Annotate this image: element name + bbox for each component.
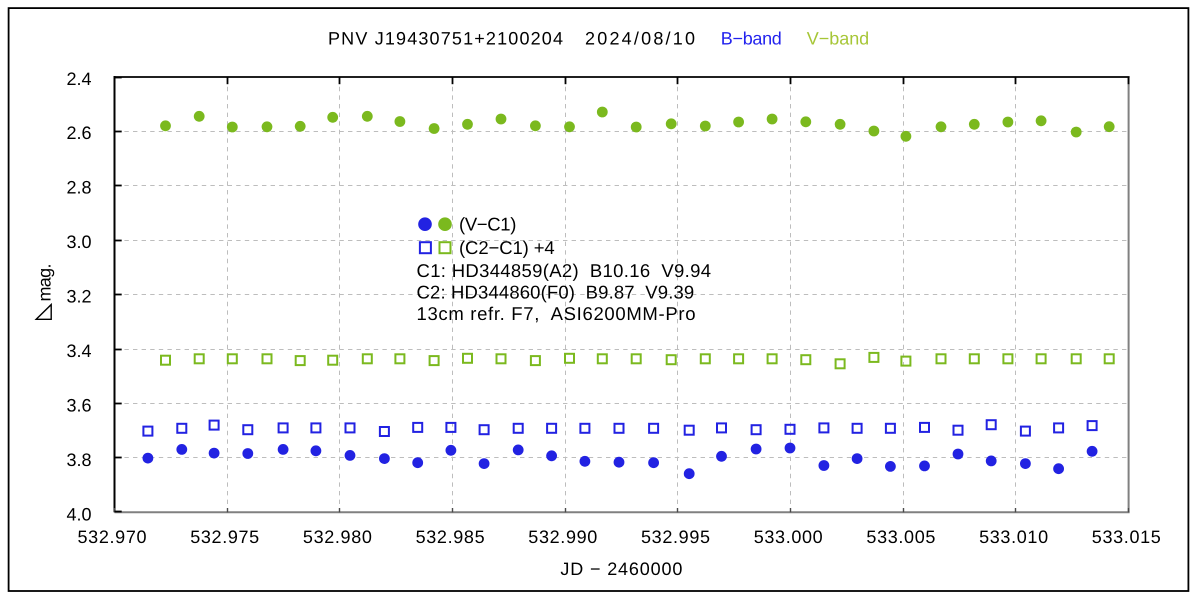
svg-text:JD − 2460000: JD − 2460000 bbox=[560, 559, 682, 579]
svg-text:532.990: 532.990 bbox=[528, 527, 597, 547]
svg-text:533.010: 533.010 bbox=[979, 527, 1048, 547]
svg-text:532.970: 532.970 bbox=[78, 527, 147, 547]
svg-text:533.005: 533.005 bbox=[866, 527, 935, 547]
svg-text:3.8: 3.8 bbox=[67, 450, 92, 470]
svg-text:4.0: 4.0 bbox=[67, 504, 92, 524]
svg-text:532.985: 532.985 bbox=[416, 527, 485, 547]
svg-text:C1: HD344859(A2) B10.16 V9.9: C1: HD344859(A2) B10.16 V9.94 bbox=[417, 260, 712, 281]
svg-text:533.015: 533.015 bbox=[1092, 527, 1161, 547]
svg-text:2.4: 2.4 bbox=[67, 69, 92, 89]
svg-text:532.975: 532.975 bbox=[190, 527, 259, 547]
svg-text:PNV J19430751+2100204: PNV J19430751+2100204 bbox=[328, 29, 563, 49]
svg-text:533.000: 533.000 bbox=[754, 527, 823, 547]
svg-text:3.0: 3.0 bbox=[67, 232, 92, 252]
svg-text:mag.: mag. bbox=[35, 264, 55, 302]
svg-text:2.8: 2.8 bbox=[67, 178, 92, 198]
svg-text:13cm refr. F7, ASI6200MM-Pro: 13cm refr. F7, ASI6200MM-Pro bbox=[417, 303, 696, 324]
svg-text:532.995: 532.995 bbox=[641, 527, 710, 547]
svg-text:C2: HD344860(F0) B9.87 V9.39: C2: HD344860(F0) B9.87 V9.39 bbox=[417, 282, 695, 303]
svg-text:532.980: 532.980 bbox=[303, 527, 372, 547]
svg-text:B−band: B−band bbox=[721, 29, 782, 49]
svg-text:3.4: 3.4 bbox=[67, 341, 92, 361]
svg-text:(C2−C1) +4: (C2−C1) +4 bbox=[459, 237, 555, 258]
svg-text:2.6: 2.6 bbox=[67, 123, 92, 143]
svg-text:3.2: 3.2 bbox=[67, 287, 92, 307]
svg-text:V−band: V−band bbox=[807, 29, 870, 49]
svg-text:3.6: 3.6 bbox=[67, 396, 92, 416]
svg-text:(V−C1): (V−C1) bbox=[459, 214, 516, 235]
